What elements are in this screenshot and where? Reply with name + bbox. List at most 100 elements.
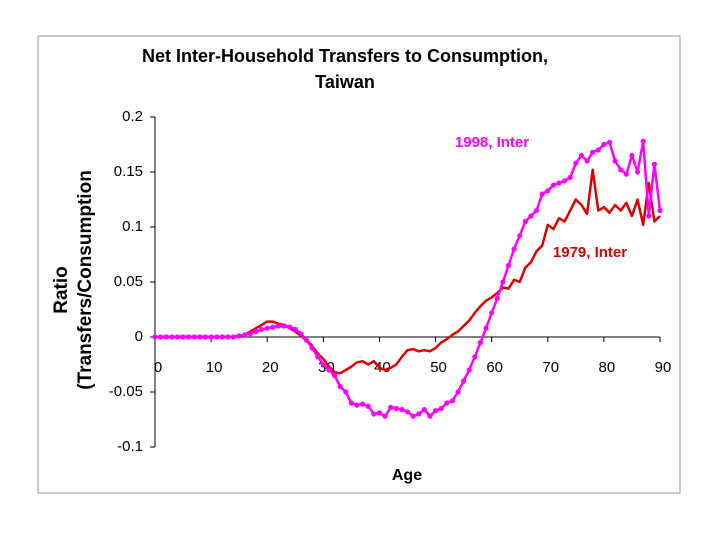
x-tick-label: 80 (599, 359, 616, 376)
data-point (230, 334, 237, 340)
data-point (180, 334, 186, 340)
data-point (208, 334, 214, 340)
data-point (393, 405, 399, 412)
series-label: 1979, Inter (553, 244, 627, 261)
data-point (629, 152, 635, 159)
data-point (545, 188, 551, 194)
y-axis-label: (Transfers/Consumption (75, 170, 96, 390)
chart-title: Net Inter-Household Transfers to Consump… (142, 46, 548, 66)
data-point (612, 158, 618, 164)
data-point (421, 407, 427, 413)
data-point (337, 383, 343, 390)
data-point (320, 361, 326, 368)
data-point (365, 403, 371, 409)
x-tick-label: 10 (206, 359, 223, 376)
data-point (432, 408, 439, 414)
data-point (550, 182, 556, 188)
data-point (197, 334, 203, 340)
data-point (371, 411, 377, 417)
data-point (174, 334, 181, 340)
data-point (455, 389, 461, 395)
data-point (343, 389, 349, 395)
data-point (595, 147, 601, 153)
data-point (578, 152, 585, 159)
data-point (399, 407, 405, 413)
data-point (539, 191, 545, 197)
data-point (326, 367, 332, 373)
data-point (461, 378, 467, 384)
data-point (404, 409, 411, 415)
data-point (449, 398, 455, 404)
data-point (298, 331, 304, 337)
data-point (444, 400, 450, 406)
data-point (517, 233, 523, 239)
data-point (309, 345, 315, 351)
x-tick-label: 70 (542, 359, 559, 376)
data-point (158, 334, 164, 340)
data-point (242, 332, 248, 338)
data-point (567, 174, 573, 181)
y-tick-label: 0.2 (122, 108, 143, 125)
chart-title: Taiwan (315, 72, 375, 92)
data-point (315, 354, 321, 360)
data-point (152, 334, 158, 340)
data-point (275, 323, 282, 329)
x-tick-label: 60 (486, 359, 503, 376)
data-point (253, 328, 259, 335)
y-tick-label: -0.1 (117, 438, 143, 455)
data-point (573, 160, 579, 166)
data-point (264, 325, 270, 331)
data-point (528, 213, 534, 219)
x-tick-label: 90 (655, 359, 672, 376)
y-tick-label: 0.15 (114, 163, 143, 180)
y-tick-label: -0.05 (109, 383, 143, 400)
data-point (376, 410, 383, 416)
data-point (427, 413, 433, 419)
data-point (606, 139, 613, 145)
data-point (584, 158, 590, 164)
data-point (657, 207, 663, 214)
data-point (466, 367, 472, 373)
data-point (191, 334, 197, 340)
chart-frame (37, 35, 681, 494)
data-point (477, 339, 484, 346)
data-point (623, 171, 629, 177)
data-point (236, 333, 242, 339)
data-point (303, 337, 310, 343)
data-point (331, 372, 338, 379)
data-point (186, 334, 192, 340)
data-point (500, 279, 506, 285)
data-point (533, 207, 540, 214)
data-point (634, 169, 641, 175)
data-point (360, 401, 366, 407)
series-label: 1998, Inter (455, 134, 529, 151)
data-point (590, 149, 596, 155)
data-point (556, 180, 562, 186)
data-point (287, 324, 293, 330)
data-point (219, 334, 225, 340)
data-point (438, 405, 444, 412)
data-point (601, 141, 607, 148)
data-point (202, 334, 209, 340)
data-point (640, 138, 646, 144)
x-tick-label: 50 (430, 359, 447, 376)
data-point (354, 402, 360, 408)
data-point (618, 167, 624, 173)
x-tick-label: 20 (262, 359, 279, 376)
data-point (247, 331, 253, 337)
x-axis-label: Age (392, 467, 422, 484)
data-point (388, 404, 394, 410)
data-point (281, 323, 287, 329)
data-point (562, 178, 568, 184)
data-point (163, 334, 169, 340)
y-tick-label: 0.1 (122, 218, 143, 235)
y-tick-label: 0.05 (114, 273, 143, 290)
data-point (169, 334, 175, 340)
x-tick-label: 0 (154, 359, 162, 376)
data-point (214, 334, 220, 340)
data-point (472, 354, 478, 360)
data-point (511, 246, 517, 252)
data-point (410, 413, 416, 419)
data-point (292, 326, 298, 332)
